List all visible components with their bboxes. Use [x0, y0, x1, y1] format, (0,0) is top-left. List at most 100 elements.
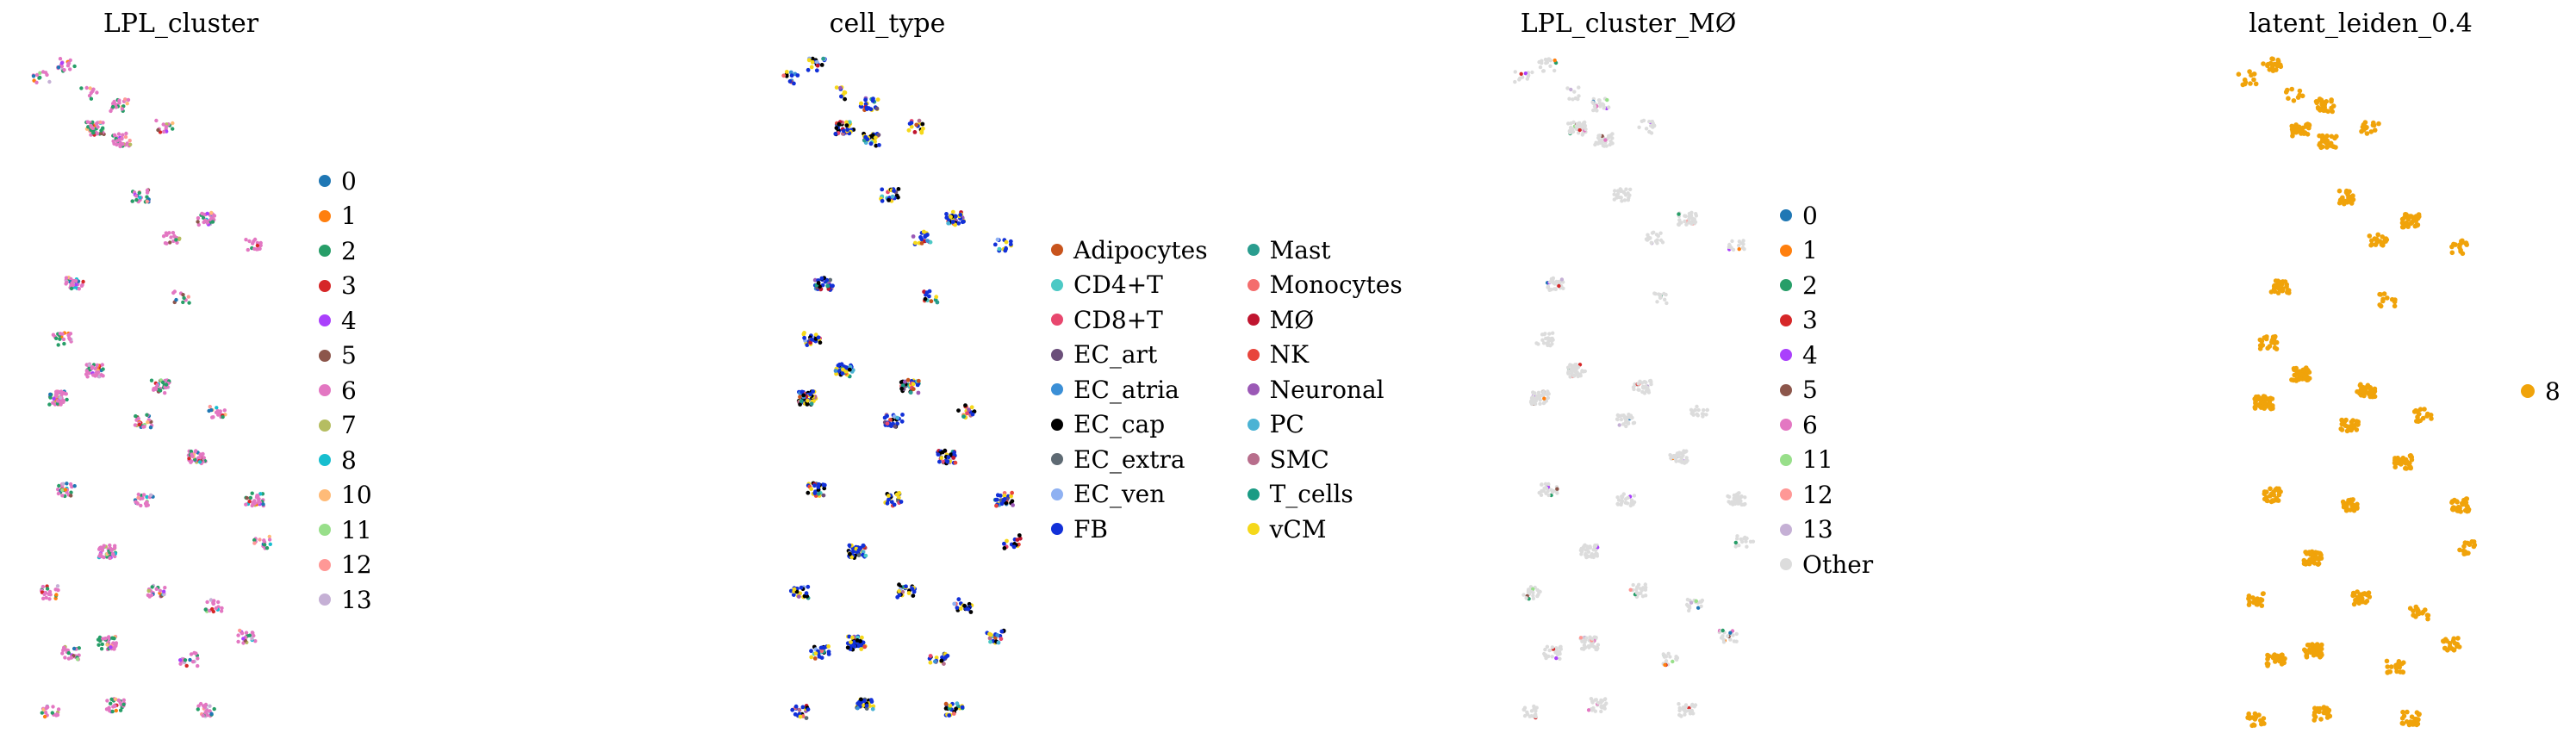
- data-point: [93, 366, 97, 371]
- data-point: [1631, 582, 1635, 587]
- legend-label: 5: [1802, 376, 1818, 405]
- data-point: [1751, 539, 1756, 544]
- data-point: [887, 494, 891, 498]
- data-point: [1529, 709, 1534, 713]
- data-point: [222, 408, 227, 413]
- data-point: [812, 656, 818, 661]
- data-point: [198, 456, 202, 460]
- legend-label: 2: [1802, 270, 1818, 300]
- data-point: [141, 425, 146, 429]
- data-point: [1586, 550, 1591, 554]
- data-point: [814, 68, 819, 73]
- data-point: [1727, 494, 1732, 499]
- data-point: [198, 452, 202, 457]
- data-point: [2464, 503, 2469, 508]
- data-point: [2414, 722, 2419, 728]
- data-point: [1731, 502, 1735, 507]
- data-point: [44, 595, 48, 600]
- data-point: [789, 73, 794, 78]
- data-point: [65, 280, 69, 285]
- data-point: [138, 196, 142, 200]
- data-point: [2417, 214, 2422, 220]
- scatter-plot: [2236, 56, 2478, 729]
- data-point: [1636, 382, 1640, 386]
- data-point: [2268, 486, 2273, 492]
- data-point: [1001, 498, 1006, 503]
- data-point: [2304, 124, 2309, 129]
- data-point: [66, 61, 72, 65]
- data-point: [948, 703, 953, 708]
- data-point: [808, 340, 813, 345]
- data-point: [1610, 132, 1615, 136]
- data-point: [59, 400, 63, 405]
- data-point: [59, 392, 64, 397]
- legend-item: 0: [1780, 198, 1873, 233]
- data-point: [2346, 196, 2351, 201]
- data-point: [137, 422, 142, 427]
- legend-item: Monocytes: [1247, 268, 1403, 303]
- data-point: [1668, 655, 1672, 659]
- data-point: [241, 637, 246, 641]
- data-point: [121, 698, 126, 702]
- data-point: [72, 484, 77, 488]
- data-point: [38, 75, 42, 80]
- data-point: [848, 551, 852, 556]
- scatter-plot: [1513, 57, 1756, 720]
- data-point: [842, 90, 847, 95]
- data-point: [2429, 416, 2434, 421]
- data-point: [248, 495, 252, 500]
- data-point: [1552, 68, 1557, 73]
- data-point: [1699, 600, 1703, 604]
- data-point: [60, 494, 65, 498]
- data-point: [1677, 455, 1682, 459]
- data-point: [900, 383, 905, 388]
- legend-label: SMC: [1269, 444, 1329, 474]
- data-point: [1011, 544, 1017, 550]
- legend-marker: [1247, 523, 1260, 536]
- data-point: [927, 294, 931, 299]
- data-point: [63, 391, 67, 396]
- data-point: [911, 387, 916, 392]
- data-point: [802, 335, 806, 340]
- data-point: [790, 707, 795, 712]
- data-point: [160, 380, 165, 385]
- legend-label: 3: [1802, 306, 1818, 335]
- data-point: [2273, 278, 2279, 283]
- data-point: [1615, 413, 1620, 418]
- data-point: [925, 239, 930, 243]
- legend-item: 0: [319, 164, 372, 199]
- data-point: [2312, 712, 2318, 718]
- data-point: [1596, 98, 1602, 103]
- legend-label: 6: [341, 376, 357, 405]
- data-point: [1733, 544, 1738, 549]
- data-point: [1571, 97, 1575, 102]
- data-point: [2270, 62, 2275, 67]
- data-point: [2276, 486, 2281, 492]
- data-point: [102, 544, 106, 548]
- data-point: [798, 402, 802, 407]
- data-point: [885, 421, 890, 426]
- data-point: [1617, 423, 1621, 427]
- data-point: [1664, 659, 1669, 663]
- data-point: [72, 64, 77, 69]
- data-point: [799, 585, 804, 590]
- data-point: [850, 635, 855, 640]
- data-point: [1620, 499, 1625, 503]
- data-point: [2358, 393, 2364, 398]
- data-point: [2265, 63, 2270, 69]
- data-point: [1702, 407, 1706, 413]
- data-point: [53, 596, 58, 600]
- data-point: [56, 65, 61, 70]
- data-point: [205, 713, 209, 718]
- data-point: [1619, 189, 1623, 194]
- data-point: [1599, 704, 1604, 708]
- data-point: [863, 97, 868, 103]
- data-point: [1620, 413, 1624, 418]
- data-point: [2419, 611, 2425, 616]
- data-point: [1529, 714, 1534, 718]
- data-point: [101, 367, 105, 371]
- data-point: [1008, 242, 1013, 247]
- data-point: [1548, 64, 1552, 69]
- data-point: [1677, 451, 1681, 456]
- data-point: [1641, 386, 1646, 390]
